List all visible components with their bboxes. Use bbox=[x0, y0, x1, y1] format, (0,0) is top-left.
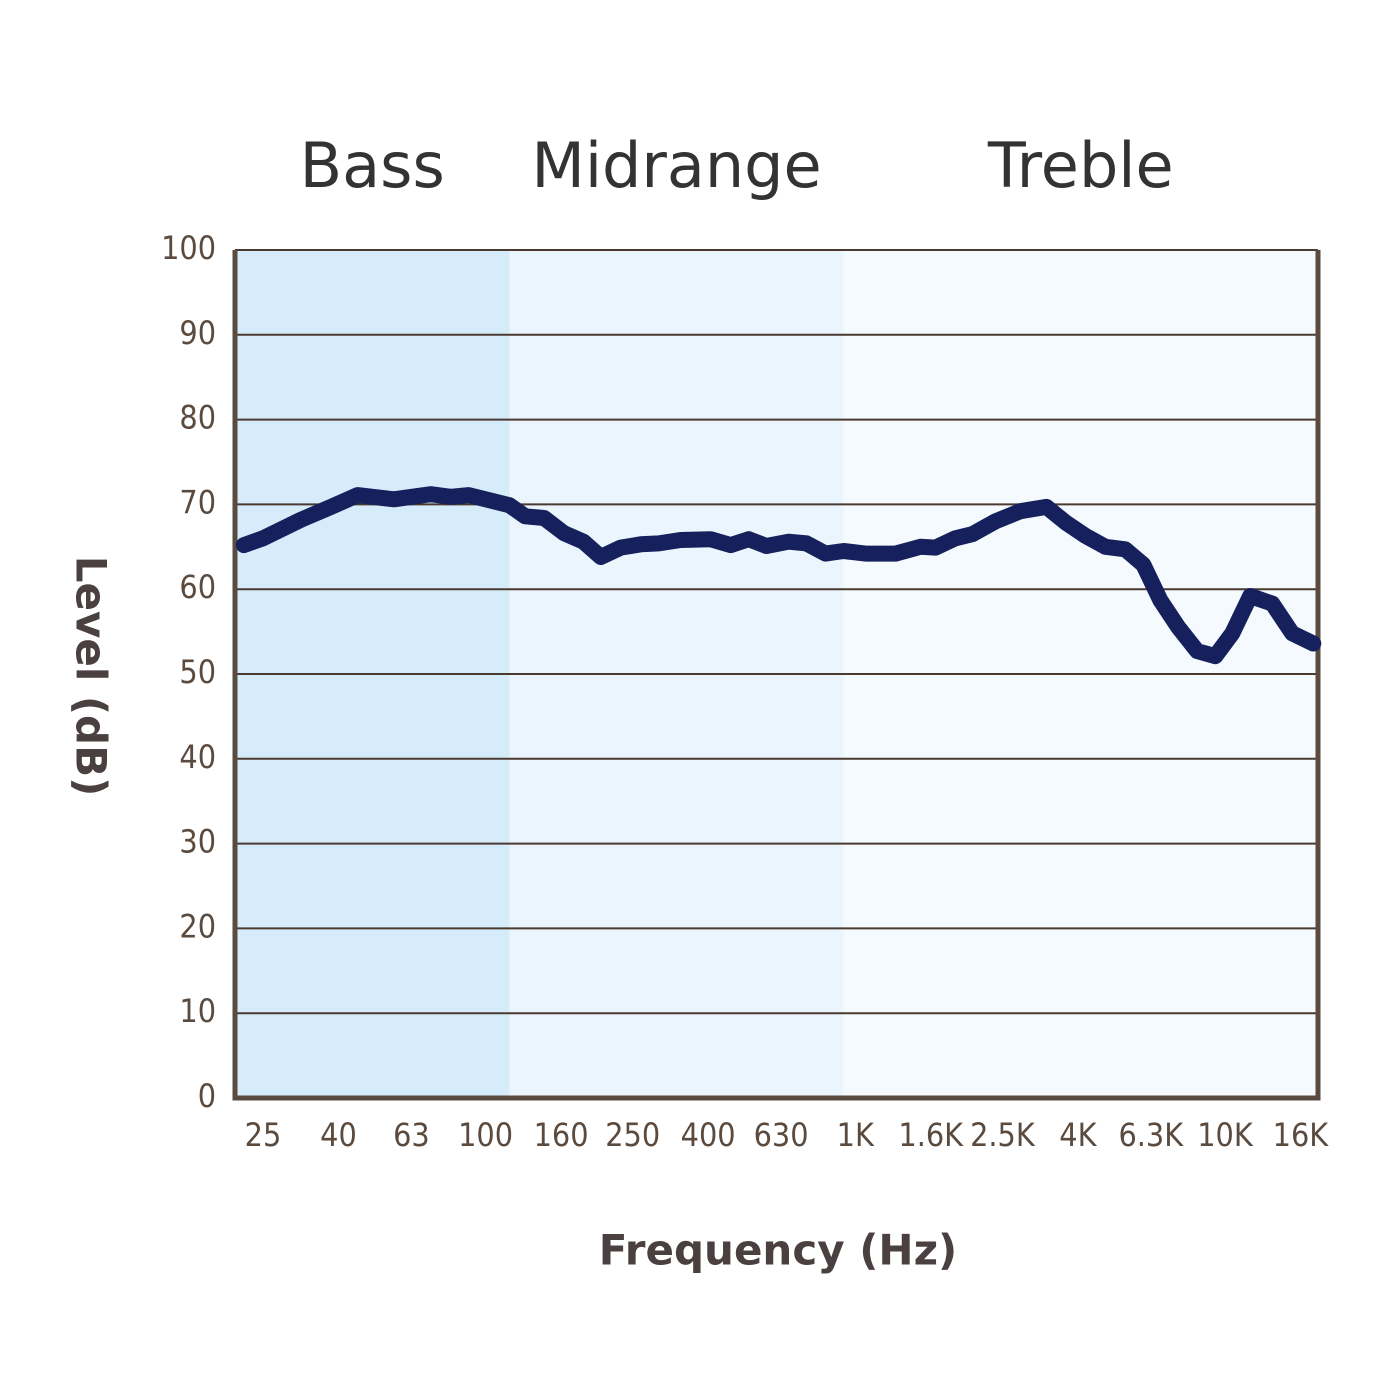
y-tick-label: 10 bbox=[179, 992, 216, 1030]
plot bbox=[235, 486, 1322, 665]
x-tick-label: 25 bbox=[245, 1116, 282, 1154]
y-tick-label: 100 bbox=[161, 229, 216, 267]
y-tick-label: 50 bbox=[179, 653, 216, 691]
region-label: Midrange bbox=[531, 129, 821, 202]
region-label: Treble bbox=[987, 129, 1174, 202]
grid: 0 10 20 30 40 50 60 70 80 90 100 25 40 63 100 160 250 400… bbox=[161, 229, 1329, 1154]
x-tick-label: 1K bbox=[837, 1116, 875, 1154]
x-tick-label: 1.6K bbox=[898, 1116, 964, 1154]
x-tick-label: 4K bbox=[1059, 1116, 1097, 1154]
x-tick-label: 6.3K bbox=[1118, 1116, 1184, 1154]
y-tick-label: 90 bbox=[179, 314, 216, 352]
plot-frame bbox=[232, 250, 1321, 1101]
y-axis-title: Level (dB) bbox=[67, 556, 116, 797]
x-tick-label: 10K bbox=[1197, 1116, 1254, 1154]
x-tick-label: 16K bbox=[1273, 1116, 1330, 1154]
regions: Bass Midrange Treble bbox=[235, 129, 1318, 1098]
region-label: Bass bbox=[300, 129, 445, 202]
x-axis-title: Frequency (Hz) bbox=[599, 1226, 957, 1275]
y-tick-label: 70 bbox=[179, 483, 216, 521]
y-tick-label: 60 bbox=[179, 568, 216, 606]
x-tick-label: 250 bbox=[605, 1116, 660, 1154]
x-tick-label: 2.5K bbox=[970, 1116, 1036, 1154]
x-tick-label: 630 bbox=[754, 1116, 809, 1154]
y-tick-label: 0 bbox=[198, 1077, 216, 1115]
y-tick-label: 20 bbox=[179, 907, 216, 945]
response-line bbox=[235, 486, 1322, 665]
y-tick-label: 80 bbox=[179, 399, 216, 437]
y-tick-label: 40 bbox=[179, 738, 216, 776]
x-tick-label: 400 bbox=[681, 1116, 736, 1154]
x-tick-label: 160 bbox=[534, 1116, 589, 1154]
y-tick-label: 30 bbox=[179, 823, 216, 861]
x-tick-label: 100 bbox=[458, 1116, 513, 1154]
x-tick-label: 63 bbox=[393, 1116, 430, 1154]
x-tick-label: 40 bbox=[320, 1116, 357, 1154]
